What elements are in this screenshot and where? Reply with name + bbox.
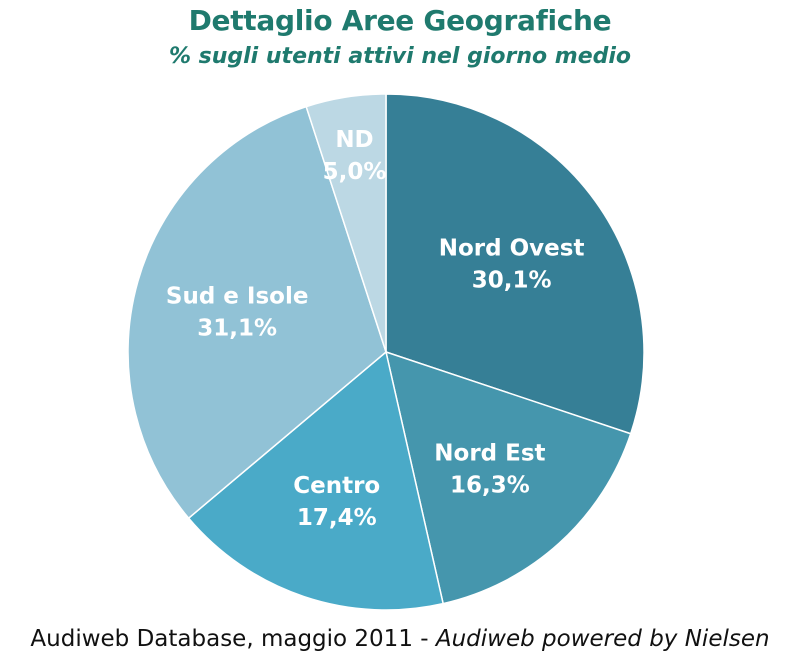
- pie-label-value: 31,1%: [197, 315, 277, 341]
- pie-label-nord-est: Nord Est 16,3%: [434, 441, 545, 499]
- chart-subtitle: % sugli utenti attivi nel giorno medio: [168, 44, 632, 69]
- pie-slice-nd: [305, 93, 387, 353]
- pie-slice-centro: [187, 350, 445, 611]
- pie-slice-nord-est: [384, 350, 632, 605]
- pie-label-value: 17,4%: [297, 505, 377, 531]
- pie-label-centro: Centro 17,4%: [293, 473, 380, 531]
- pie-label-name: Centro: [293, 473, 380, 499]
- source-note: Audiweb Database, maggio 2011 - Audiweb …: [0, 626, 800, 652]
- pie-label-value: 16,3%: [450, 473, 530, 499]
- pie-slices: [127, 93, 645, 611]
- pie-label-nd: ND 5,0%: [323, 127, 387, 185]
- pie-label-value: 5,0%: [323, 159, 387, 185]
- pie-label-name: Nord Est: [434, 441, 545, 467]
- pie-label-nord-ovest: Nord Ovest 30,1%: [439, 236, 585, 294]
- pie-label-name: Sud e Isole: [166, 283, 309, 309]
- source-italic: Audiweb powered by Nielsen: [435, 626, 770, 652]
- source-plain: Audiweb Database, maggio 2011 -: [30, 626, 436, 652]
- pie-slice-sud-e-isole: [127, 105, 387, 520]
- chart-title: Dettaglio Aree Geografiche: [188, 4, 612, 37]
- pie-label-name: ND: [335, 127, 373, 153]
- pie-label-name: Nord Ovest: [439, 236, 585, 262]
- pie-label-value: 30,1%: [472, 268, 552, 294]
- pie-slice-nord-ovest: [385, 93, 645, 435]
- pie-label-sud-e-isole: Sud e Isole 31,1%: [166, 283, 309, 341]
- pie-labels: Nord Ovest 30,1% Nord Est 16,3% Centro 17,4% S…: [166, 127, 585, 531]
